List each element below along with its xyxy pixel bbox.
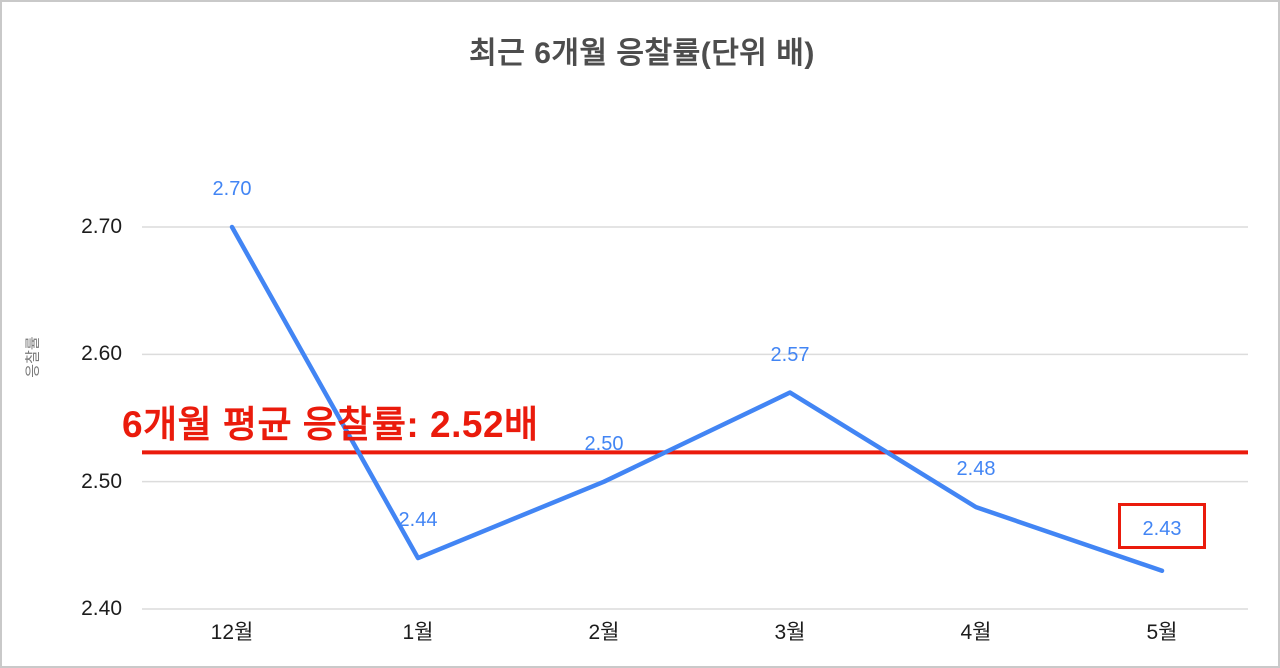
data-series-line — [229, 224, 1165, 574]
y-tick-label: 2.70 — [81, 215, 122, 238]
chart-title: 최근 6개월 응찰률(단위 배) — [469, 37, 815, 70]
data-label-highlighted: 2.43 — [1118, 502, 1206, 549]
y-tick-label: 2.50 — [81, 469, 122, 493]
data-label: 2.70 — [212, 178, 252, 200]
y-tick-label: 2.40 — [81, 597, 122, 620]
x-tick-label: 2월 — [588, 621, 620, 644]
data-label: 2.48 — [956, 458, 996, 481]
x-tick-label: 12월 — [210, 621, 254, 644]
x-tick-label: 1월 — [402, 621, 434, 644]
average-line-annotation: 6개월 평균 응찰률: 2.52배 — [122, 404, 539, 445]
y-axis-title: 응찰률 — [24, 336, 42, 378]
data-label: 2.50 — [584, 432, 624, 455]
data-label: 2.57 — [770, 343, 810, 366]
x-tick-label: 3월 — [774, 621, 806, 644]
data-label: 2.44 — [398, 509, 438, 532]
x-tick-label: 5월 — [1146, 621, 1178, 644]
x-tick-label: 4월 — [960, 621, 992, 644]
y-tick-label: 2.60 — [81, 342, 122, 366]
